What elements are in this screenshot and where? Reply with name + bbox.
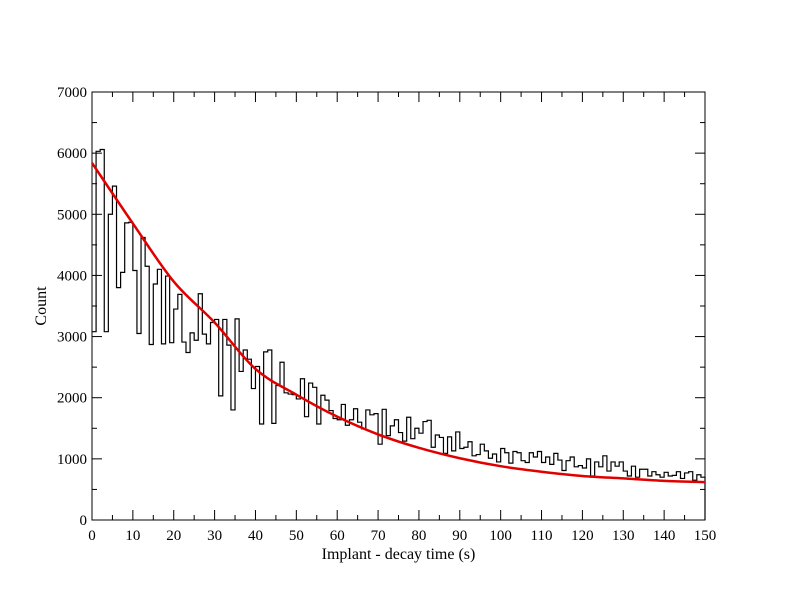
y-tick-label: 2000 xyxy=(57,391,87,407)
y-tick-label: 5000 xyxy=(57,207,87,223)
x-tick-label: 70 xyxy=(371,528,386,544)
y-tick-label: 1000 xyxy=(57,452,87,468)
x-tick-label: 80 xyxy=(411,528,426,544)
x-tick-label: 120 xyxy=(571,528,594,544)
y-axis-label: Count xyxy=(33,286,50,326)
fit-curve xyxy=(90,162,706,484)
x-tick-label: 40 xyxy=(248,528,263,544)
axis-tick-labels: 0 10 20 30 40 50 60 70 80 90 100 110 120 130 140 150 0 10… xyxy=(57,85,716,544)
x-tick-label: 130 xyxy=(612,528,635,544)
y-tick-label: 0 xyxy=(80,513,88,529)
plot-frame xyxy=(91,91,706,521)
fit-curve-series xyxy=(90,162,706,484)
y-tick-label: 3000 xyxy=(57,330,87,346)
axis-ticks xyxy=(91,91,706,521)
histogram-series xyxy=(92,148,706,520)
y-tick-label: 7000 xyxy=(57,85,87,101)
x-axis-label: Implant - decay time (s) xyxy=(322,546,476,563)
x-tick-label: 50 xyxy=(289,528,304,544)
x-tick-label: 30 xyxy=(207,528,222,544)
x-tick-label: 100 xyxy=(489,528,512,544)
x-tick-label: 90 xyxy=(452,528,467,544)
x-tick-label: 20 xyxy=(166,528,181,544)
x-tick-label: 60 xyxy=(330,528,345,544)
x-tick-label: 0 xyxy=(88,528,96,544)
histogram-line xyxy=(92,148,706,520)
x-tick-label: 110 xyxy=(531,528,553,544)
y-tick-label: 4000 xyxy=(57,268,87,284)
y-tick-label: 6000 xyxy=(57,146,87,162)
x-tick-label: 10 xyxy=(125,528,140,544)
x-tick-label: 150 xyxy=(694,528,717,544)
x-tick-label: 140 xyxy=(653,528,676,544)
